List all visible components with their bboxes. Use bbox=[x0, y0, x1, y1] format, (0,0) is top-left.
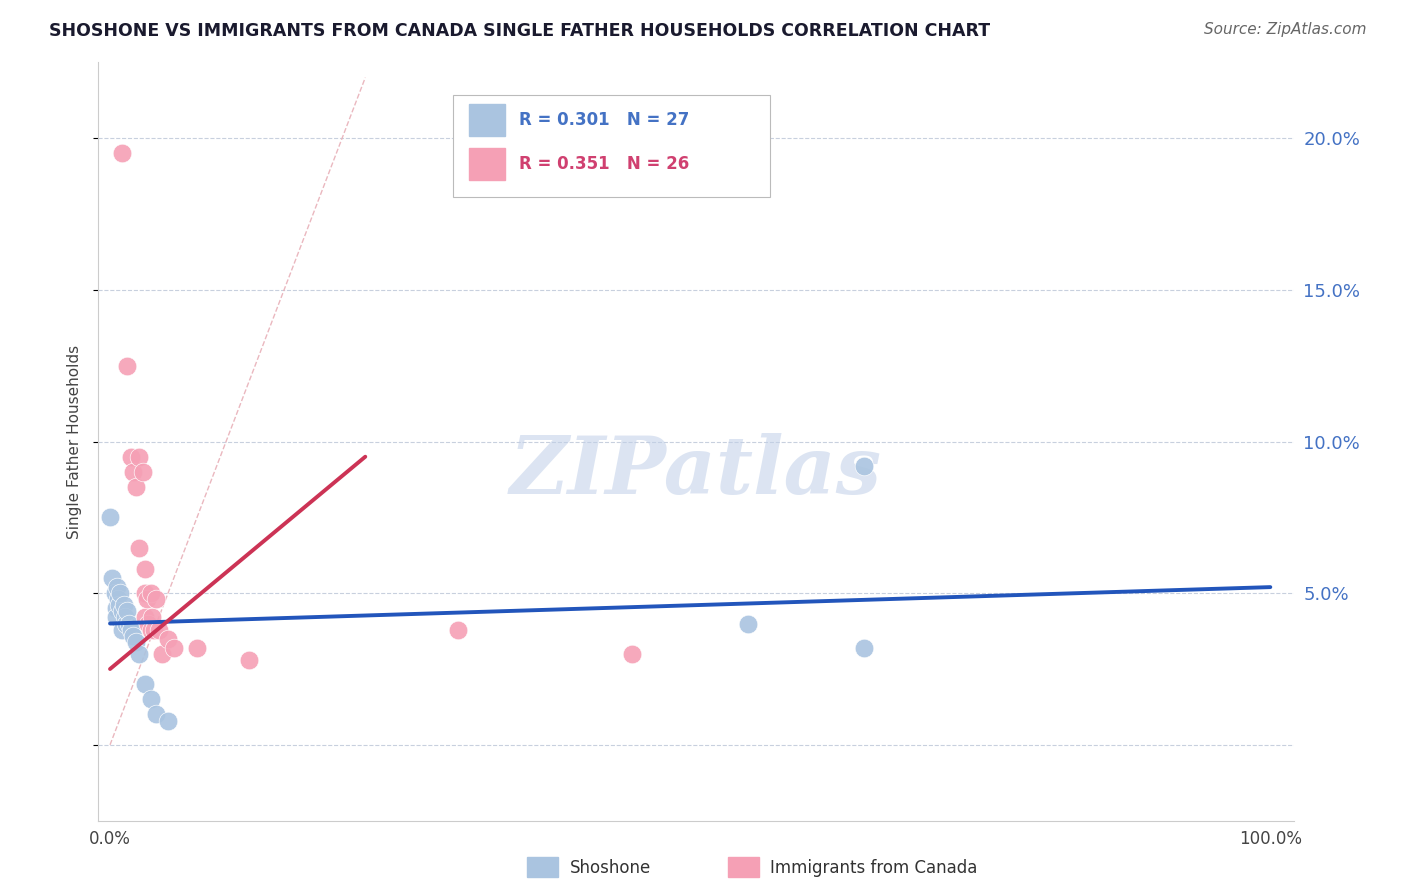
Text: Source: ZipAtlas.com: Source: ZipAtlas.com bbox=[1204, 22, 1367, 37]
Point bbox=[157, 632, 180, 646]
Point bbox=[163, 640, 186, 655]
Point bbox=[117, 359, 139, 373]
Point bbox=[128, 541, 150, 555]
Point bbox=[148, 623, 170, 637]
Point bbox=[120, 623, 142, 637]
Point bbox=[101, 571, 124, 585]
Point bbox=[117, 604, 139, 618]
Point bbox=[134, 610, 156, 624]
Point bbox=[136, 616, 159, 631]
Point bbox=[104, 586, 127, 600]
Point bbox=[128, 450, 150, 464]
Point bbox=[143, 623, 166, 637]
Point bbox=[186, 640, 208, 655]
Point bbox=[115, 616, 138, 631]
Point bbox=[134, 586, 156, 600]
Point bbox=[117, 616, 139, 631]
Point bbox=[111, 623, 134, 637]
FancyBboxPatch shape bbox=[453, 95, 770, 197]
Y-axis label: Single Father Households: Single Father Households bbox=[67, 344, 83, 539]
Point bbox=[111, 604, 134, 618]
Point bbox=[139, 586, 162, 600]
Text: Shoshone: Shoshone bbox=[569, 859, 651, 877]
Point bbox=[120, 450, 142, 464]
Point bbox=[145, 592, 167, 607]
Text: SHOSHONE VS IMMIGRANTS FROM CANADA SINGLE FATHER HOUSEHOLDS CORRELATION CHART: SHOSHONE VS IMMIGRANTS FROM CANADA SINGL… bbox=[49, 22, 990, 40]
Point bbox=[134, 562, 156, 576]
Point bbox=[104, 610, 127, 624]
Text: R = 0.351   N = 26: R = 0.351 N = 26 bbox=[519, 155, 689, 173]
Point bbox=[141, 610, 163, 624]
Point bbox=[131, 465, 153, 479]
Point bbox=[621, 647, 644, 661]
Point bbox=[145, 707, 167, 722]
Point bbox=[447, 623, 470, 637]
Point bbox=[122, 629, 145, 643]
Text: R = 0.301   N = 27: R = 0.301 N = 27 bbox=[519, 112, 689, 129]
Point bbox=[238, 653, 260, 667]
Point bbox=[139, 623, 162, 637]
Point bbox=[853, 640, 876, 655]
Point bbox=[108, 599, 131, 613]
Point bbox=[150, 647, 173, 661]
Point bbox=[139, 692, 162, 706]
FancyBboxPatch shape bbox=[470, 104, 505, 136]
Point bbox=[105, 580, 128, 594]
Point bbox=[112, 599, 135, 613]
Point bbox=[122, 465, 145, 479]
Point bbox=[98, 510, 121, 524]
Text: Immigrants from Canada: Immigrants from Canada bbox=[770, 859, 977, 877]
Point bbox=[737, 616, 759, 631]
Point bbox=[104, 601, 127, 615]
Point bbox=[853, 458, 876, 473]
Point bbox=[111, 146, 134, 161]
Point bbox=[134, 677, 156, 691]
Point bbox=[124, 634, 146, 648]
Point bbox=[128, 647, 150, 661]
Point bbox=[107, 592, 129, 607]
Text: ZIPatlas: ZIPatlas bbox=[510, 434, 882, 510]
Point bbox=[136, 592, 159, 607]
Point bbox=[110, 586, 132, 600]
Point bbox=[124, 480, 146, 494]
FancyBboxPatch shape bbox=[470, 148, 505, 180]
Point bbox=[157, 714, 180, 728]
Point bbox=[114, 610, 136, 624]
